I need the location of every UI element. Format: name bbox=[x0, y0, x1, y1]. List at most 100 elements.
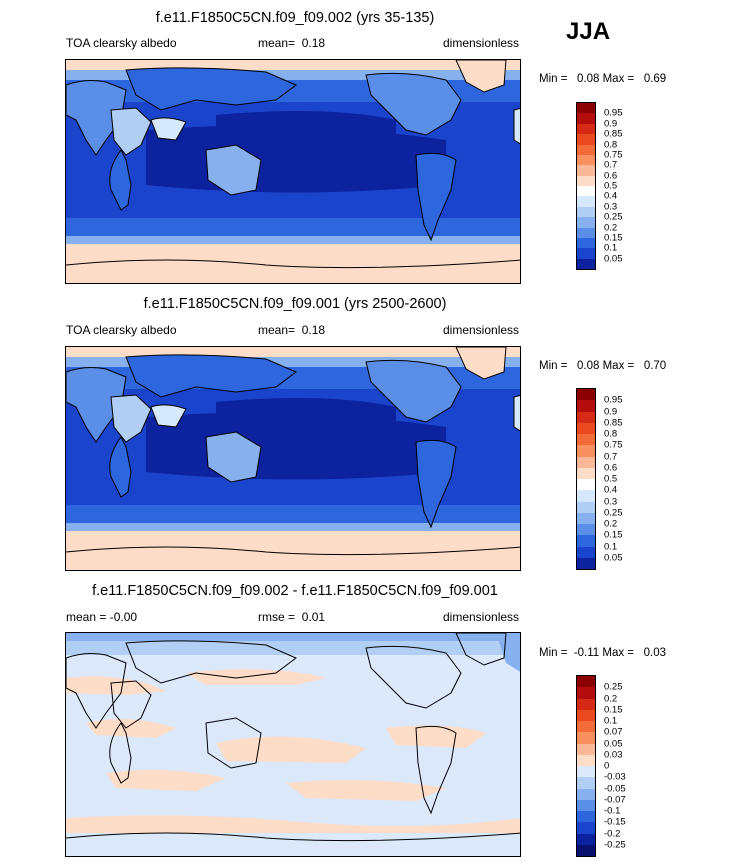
colorbar-swatch bbox=[577, 512, 595, 524]
panel-3-mean-label: mean = -0.00 bbox=[66, 610, 138, 624]
panel-3-stat-label: rmse = bbox=[258, 610, 296, 624]
colorbar-swatch bbox=[577, 217, 595, 228]
colorbar-tick-label: 0.2 bbox=[604, 693, 618, 704]
colorbar-tick-label: 0.95 bbox=[604, 394, 623, 406]
colorbar-swatch bbox=[577, 467, 595, 479]
colorbar-swatch bbox=[577, 422, 595, 434]
colorbar-swatch bbox=[577, 822, 595, 834]
colorbar-swatch bbox=[577, 103, 595, 114]
colorbar-swatch bbox=[577, 698, 595, 710]
panel-2-stat-value: 0.18 bbox=[301, 323, 326, 337]
colorbar-swatch bbox=[577, 777, 595, 789]
panel-1-min-max: Min = 0.08 Max = 0.69 bbox=[539, 73, 667, 85]
panel-2-variable-label: TOA clearsky albedo bbox=[66, 323, 177, 337]
colorbar-tick-label: 0.1 bbox=[604, 541, 618, 552]
colorbar-tick-label: 0.25 bbox=[604, 507, 623, 519]
colorbar-swatch bbox=[577, 676, 595, 688]
colorbar-swatch bbox=[577, 743, 595, 755]
colorbar-swatch bbox=[577, 445, 595, 457]
colorbar-tick-label: 0.9 bbox=[604, 406, 618, 417]
panel-1-variable-label: TOA clearsky albedo bbox=[66, 36, 177, 50]
panel-2-colorbar bbox=[576, 388, 596, 570]
colorbar-tick-label: 0.9 bbox=[604, 118, 618, 130]
colorbar-tick-label: 0.85 bbox=[604, 417, 623, 429]
season-label: JJA bbox=[566, 18, 611, 45]
colorbar-tick-label: 0.05 bbox=[604, 253, 623, 265]
colorbar-swatch bbox=[577, 154, 595, 166]
colorbar-tick-label: 0.15 bbox=[604, 529, 623, 541]
colorbar-swatch bbox=[577, 709, 595, 721]
colorbar-tick-label: 0.05 bbox=[604, 552, 623, 564]
colorbar-tick-label: 0.3 bbox=[604, 201, 618, 213]
colorbar-tick-label: -0.25 bbox=[604, 839, 626, 851]
colorbar-tick-label: 0.6 bbox=[604, 462, 618, 474]
colorbar-swatch bbox=[577, 811, 595, 823]
colorbar-tick-label: 0.15 bbox=[604, 704, 623, 716]
colorbar-tick-label: 0.25 bbox=[604, 681, 623, 693]
colorbar-swatch bbox=[577, 479, 595, 491]
panel-3-colorbar bbox=[576, 675, 596, 857]
colorbar-swatch bbox=[577, 389, 595, 401]
colorbar-swatch bbox=[577, 113, 595, 124]
colorbar-swatch bbox=[577, 490, 595, 502]
colorbar-swatch bbox=[577, 557, 595, 569]
colorbar-tick-label: 0.85 bbox=[604, 128, 623, 140]
panel-3-min-max: Min = -0.11 Max = 0.03 bbox=[539, 647, 666, 659]
panel-1-map bbox=[65, 59, 521, 284]
colorbar-swatch bbox=[577, 754, 595, 766]
panel-2-stat-label: mean= bbox=[258, 323, 296, 337]
colorbar-tick-label: -0.05 bbox=[604, 783, 626, 794]
colorbar-swatch bbox=[577, 248, 595, 259]
colorbar-tick-label: 0.8 bbox=[604, 139, 618, 150]
colorbar-swatch bbox=[577, 434, 595, 446]
colorbar-swatch bbox=[577, 165, 595, 176]
panel-3-stat-value: 0.01 bbox=[301, 610, 326, 624]
panel-1-colorbar bbox=[576, 102, 596, 270]
colorbar-tick-label: 0.7 bbox=[604, 159, 618, 171]
colorbar-tick-label: 0.1 bbox=[604, 242, 618, 254]
panel-3-title: f.e11.F1850C5CN.f09_f09.002 - f.e11.F185… bbox=[92, 583, 498, 599]
colorbar-tick-label: 0.5 bbox=[604, 473, 618, 485]
colorbar-swatch bbox=[577, 524, 595, 536]
colorbar-tick-label: 0.03 bbox=[604, 749, 623, 761]
colorbar-swatch bbox=[577, 844, 595, 856]
colorbar-tick-label: 0.5 bbox=[604, 180, 618, 192]
panel-1-title: f.e11.F1850C5CN.f09_f09.002 (yrs 35-135) bbox=[155, 10, 435, 26]
colorbar-tick-label: -0.07 bbox=[604, 794, 626, 806]
colorbar-swatch bbox=[577, 206, 595, 218]
colorbar-swatch bbox=[577, 687, 595, 699]
panel-2-min-max: Min = 0.08 Max = 0.70 bbox=[539, 360, 667, 372]
colorbar-swatch bbox=[577, 456, 595, 468]
panel-1-units: dimensionless bbox=[443, 36, 520, 50]
colorbar-tick-label: 0.8 bbox=[604, 428, 618, 440]
colorbar-tick-label: 0 bbox=[604, 760, 610, 772]
colorbar-swatch bbox=[577, 833, 595, 845]
colorbar-tick-label: -0.1 bbox=[604, 805, 621, 817]
panel-1-stat-label: mean= bbox=[258, 36, 296, 50]
colorbar-swatch bbox=[577, 766, 595, 778]
colorbar-tick-label: 0.7 bbox=[604, 451, 618, 462]
colorbar-tick-label: 0.4 bbox=[604, 190, 618, 202]
colorbar-tick-label: 0.15 bbox=[604, 232, 623, 244]
colorbar-swatch bbox=[577, 501, 595, 513]
colorbar-tick-label: 0.2 bbox=[604, 222, 618, 233]
colorbar-tick-label: 0.95 bbox=[604, 107, 623, 119]
colorbar-tick-label: 0.25 bbox=[604, 211, 623, 223]
colorbar-tick-label: 0.2 bbox=[604, 518, 618, 530]
colorbar-swatch bbox=[577, 732, 595, 744]
colorbar-swatch bbox=[577, 227, 595, 238]
panel-2-units: dimensionless bbox=[443, 323, 520, 337]
colorbar-swatch bbox=[577, 123, 595, 135]
colorbar-swatch bbox=[577, 175, 595, 186]
colorbar-swatch bbox=[577, 144, 595, 155]
colorbar-swatch bbox=[577, 411, 595, 423]
panel-3-units: dimensionless bbox=[443, 610, 520, 624]
colorbar-swatch bbox=[577, 134, 595, 145]
colorbar-swatch bbox=[577, 400, 595, 412]
colorbar-tick-label: 0.07 bbox=[604, 726, 623, 738]
colorbar-swatch bbox=[577, 237, 595, 249]
panel-2-title: f.e11.F1850C5CN.f09_f09.001 (yrs 2500-26… bbox=[143, 296, 447, 312]
colorbar-swatch bbox=[577, 788, 595, 800]
panel-1-stat-value: 0.18 bbox=[301, 36, 326, 50]
colorbar-tick-label: -0.2 bbox=[604, 828, 621, 839]
